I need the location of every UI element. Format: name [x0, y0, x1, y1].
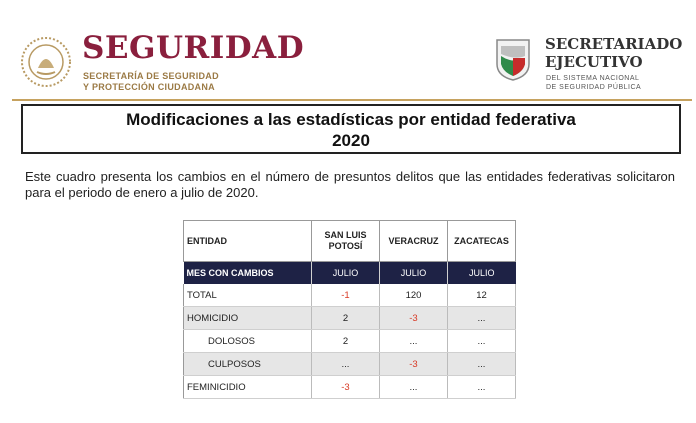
row-value: -3 — [379, 306, 448, 330]
row-label: HOMICIDIO — [183, 306, 312, 330]
row-value: 2 — [311, 329, 380, 353]
secretariado-subtitle-line2: DE SEGURIDAD PÚBLICA — [546, 84, 642, 91]
month-col-1: JULIO — [379, 261, 448, 284]
changes-table: ENTIDAD SAN LUIS POTOSÍ VERACRUZ ZACATEC… — [183, 220, 516, 399]
intro-paragraph: Este cuadro presenta los cambios en el n… — [25, 169, 675, 200]
brand-title: SEGURIDAD — [82, 30, 305, 66]
row-value: ... — [447, 329, 516, 353]
row-label: DOLOSOS — [183, 329, 312, 353]
row-value: -3 — [379, 352, 448, 376]
secretariado-title-line2: EJECUTIVO — [545, 53, 643, 71]
document-year: 2020 — [332, 131, 370, 150]
header-col-2: ZACATECAS — [447, 220, 516, 262]
row-label: CULPOSOS — [183, 352, 312, 376]
secretariado-emblem-icon — [496, 39, 530, 81]
header-col-1: VERACRUZ — [379, 220, 448, 262]
month-col-0: JULIO — [311, 261, 380, 284]
months-label: MES CON CAMBIOS — [183, 261, 312, 284]
table-row: TOTAL -1 120 12 — [183, 284, 516, 307]
brand-subtitle: SECRETARÍA DE SEGURIDAD Y PROTECCIÓN CIU… — [83, 71, 219, 93]
table-row: CULPOSOS ... -3 ... — [183, 352, 516, 376]
table-header-row: ENTIDAD SAN LUIS POTOSÍ VERACRUZ ZACATEC… — [183, 220, 516, 262]
table-row: FEMINICIDIO -3 ... ... — [183, 375, 516, 399]
header-divider — [12, 99, 692, 101]
document-title-box: Modificaciones a las estadísticas por en… — [21, 104, 681, 154]
table-row: HOMICIDIO 2 -3 ... — [183, 306, 516, 330]
row-value: ... — [311, 352, 380, 376]
brand-subtitle-line2: Y PROTECCIÓN CIUDADANA — [83, 82, 215, 92]
row-value: ... — [447, 306, 516, 330]
header-col-0: SAN LUIS POTOSÍ — [311, 220, 380, 262]
row-value: -1 — [311, 284, 380, 307]
brand-subtitle-line1: SECRETARÍA DE SEGURIDAD — [83, 71, 219, 81]
secretariado-subtitle: DEL SISTEMA NACIONAL DE SEGURIDAD PÚBLIC… — [546, 74, 641, 92]
row-value: 120 — [379, 284, 448, 307]
row-label: TOTAL — [183, 284, 312, 307]
secretariado-title: SECRETARIADO EJECUTIVO — [545, 35, 682, 71]
months-row: MES CON CAMBIOS JULIO JULIO JULIO — [183, 261, 516, 284]
table-row: DOLOSOS 2 ... ... — [183, 329, 516, 353]
row-value: ... — [379, 329, 448, 353]
header-col-0-line1: SAN LUIS — [324, 230, 367, 240]
secretariado-subtitle-line1: DEL SISTEMA NACIONAL — [546, 75, 640, 82]
row-value: ... — [447, 375, 516, 399]
document-title: Modificaciones a las estadísticas por en… — [126, 110, 576, 129]
national-seal-icon — [21, 37, 71, 87]
row-value: -3 — [311, 375, 380, 399]
row-value: 2 — [311, 306, 380, 330]
row-label: FEMINICIDIO — [183, 375, 312, 399]
header-col-0-line2: POTOSÍ — [328, 241, 363, 251]
header-entity: ENTIDAD — [183, 220, 312, 262]
secretariado-title-line1: SECRETARIADO — [545, 35, 683, 53]
row-value: 12 — [447, 284, 516, 307]
month-col-2: JULIO — [447, 261, 516, 284]
row-value: ... — [447, 352, 516, 376]
row-value: ... — [379, 375, 448, 399]
page-header: SEGURIDAD SECRETARÍA DE SEGURIDAD Y PROT… — [0, 0, 696, 101]
